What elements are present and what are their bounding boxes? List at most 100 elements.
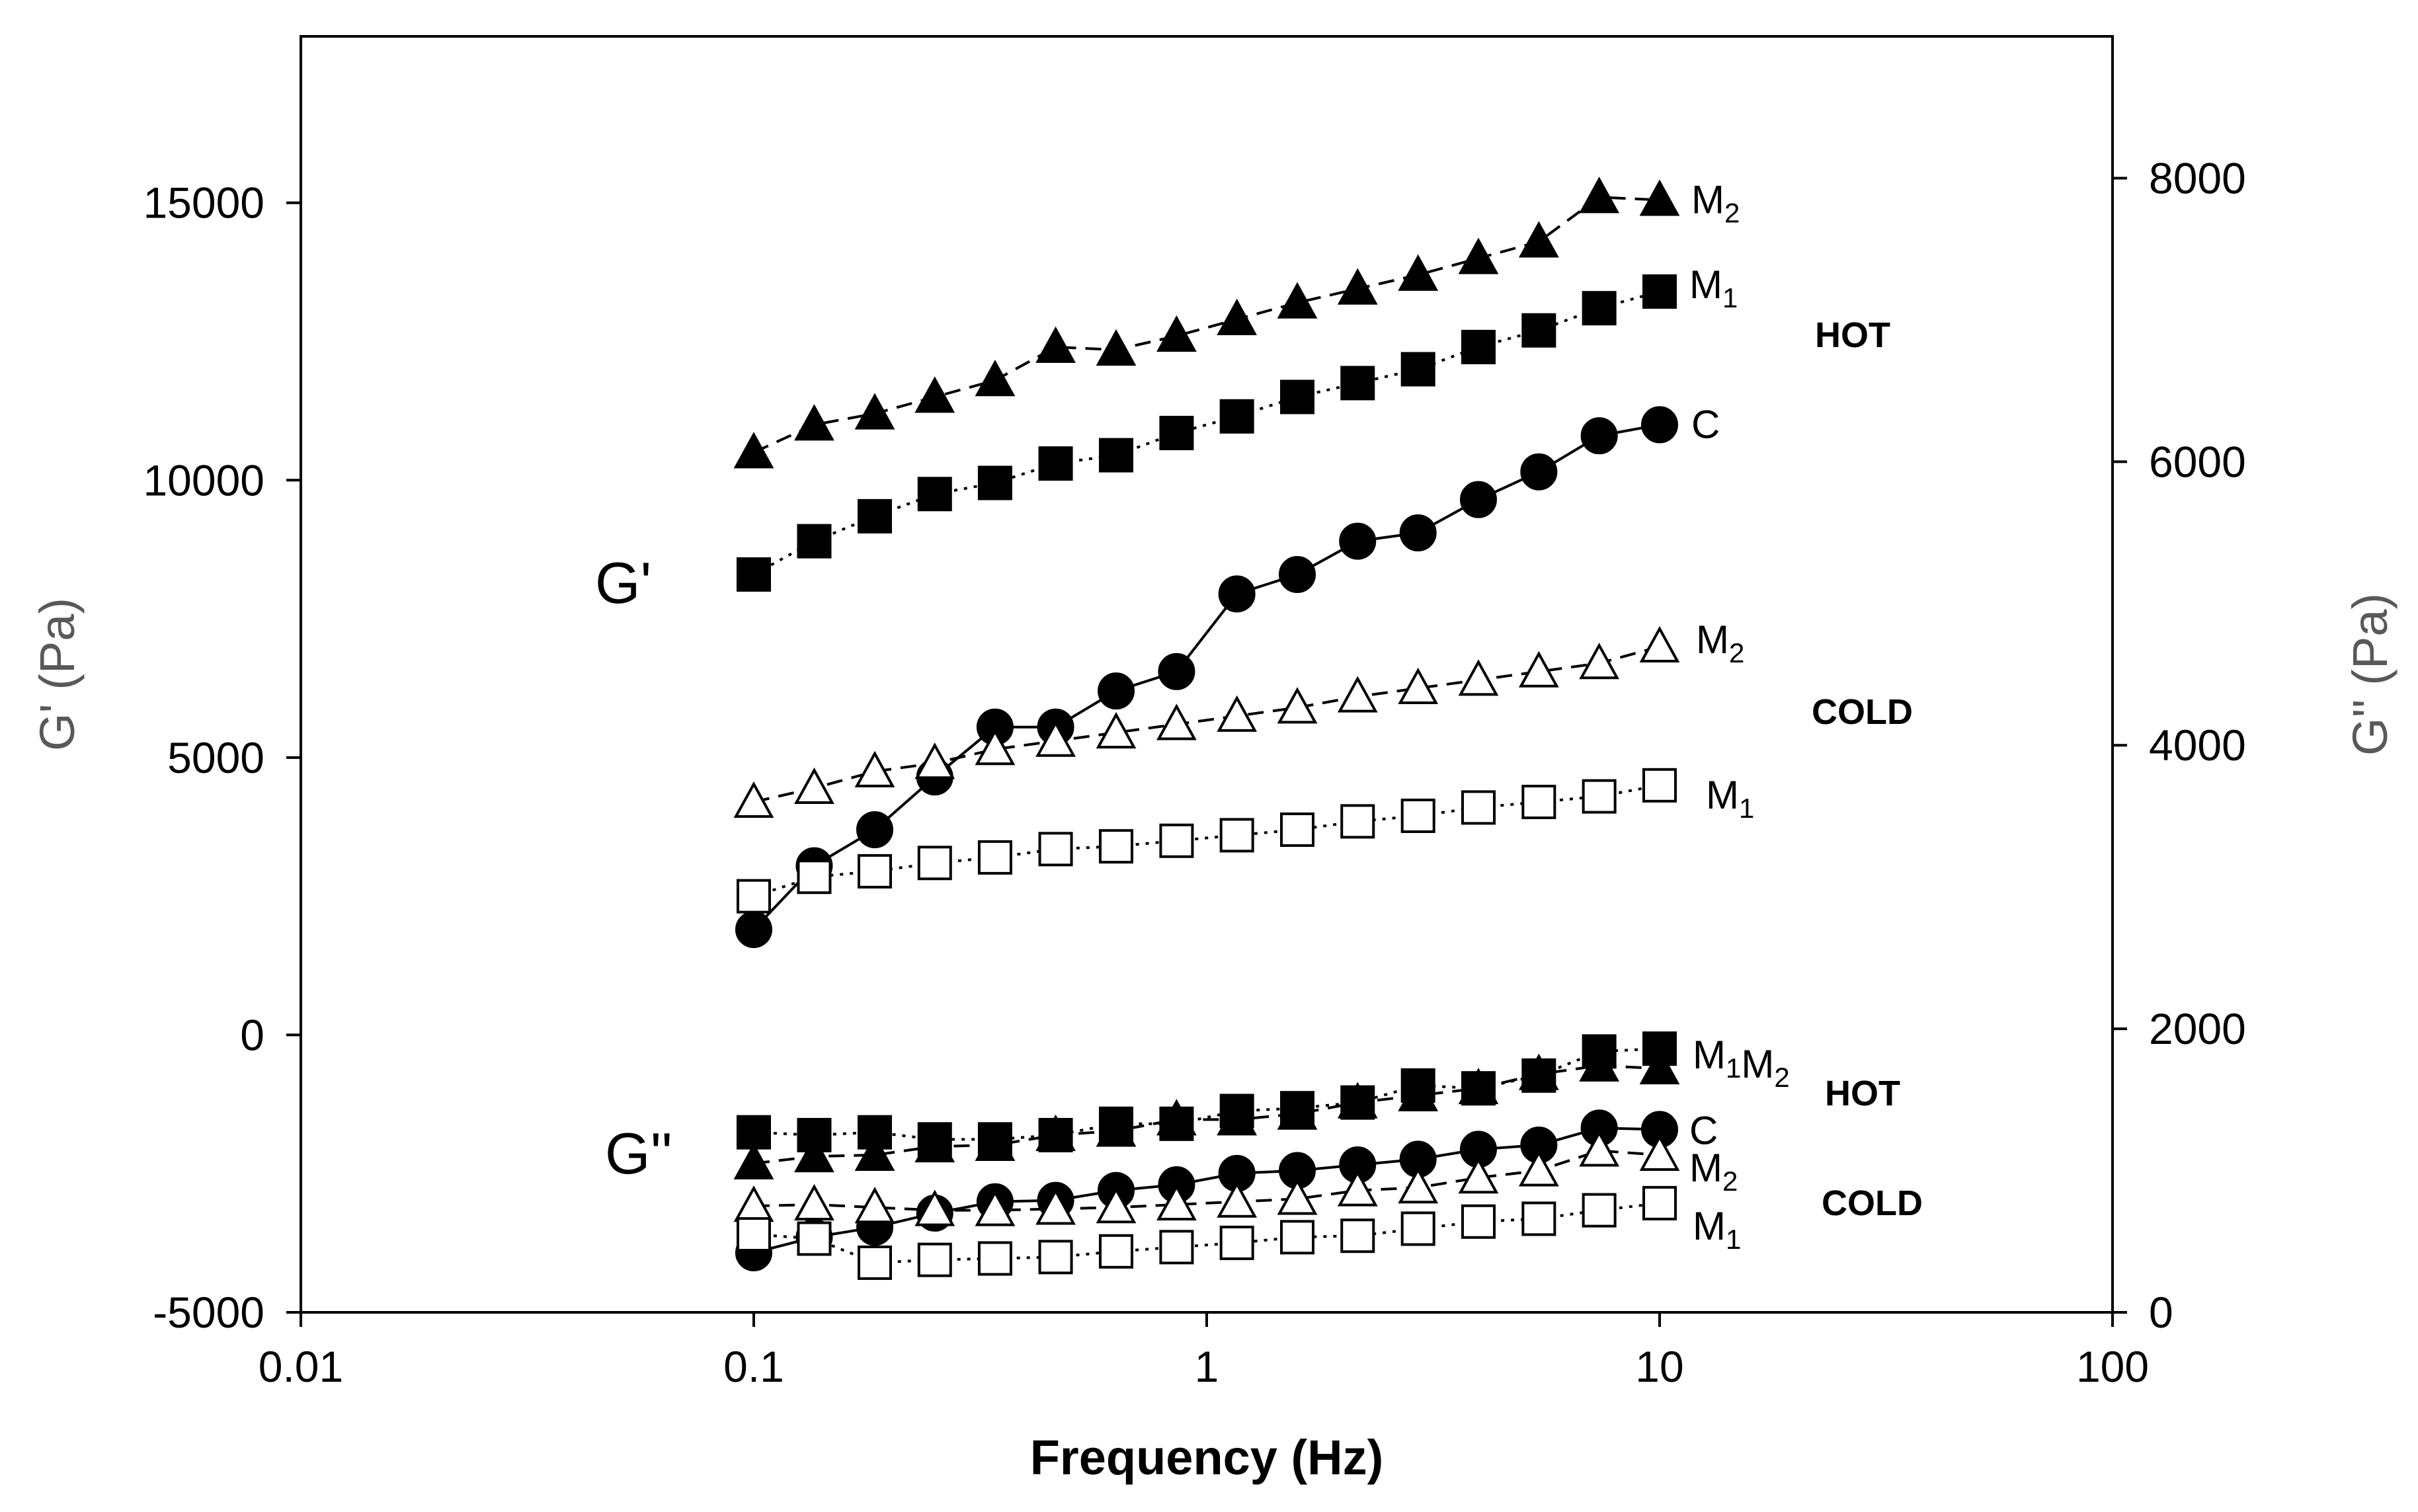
group-label-g-prime: G' (595, 550, 651, 616)
data-point (1521, 785, 1556, 819)
data-point (1218, 575, 1256, 613)
data-point (1159, 415, 1194, 450)
data-point (1398, 1167, 1439, 1204)
data-point (1217, 695, 1258, 732)
data-point (1277, 687, 1318, 724)
data-point (1219, 818, 1254, 853)
y-left-tick-label: 10000 (143, 456, 264, 504)
data-point (1518, 1053, 1559, 1090)
data-point (914, 1189, 955, 1226)
data-point (1400, 798, 1435, 833)
data-point (1458, 659, 1499, 696)
condition-label-cold: COLD (1822, 1183, 1923, 1223)
data-point (975, 1189, 1016, 1226)
group-label-g-double-prime: G'' (605, 1121, 672, 1186)
data-point (975, 360, 1016, 397)
data-point (1038, 446, 1073, 481)
data-point (917, 477, 952, 512)
data-point (1156, 315, 1197, 352)
data-point (1159, 1230, 1194, 1265)
data-point (1099, 438, 1134, 473)
data-point (1096, 711, 1137, 749)
data-point (1280, 812, 1315, 847)
data-point (797, 859, 832, 895)
data-point (1277, 1178, 1318, 1215)
data-point (1217, 1099, 1258, 1136)
series-label: M2 (1689, 1146, 1738, 1197)
x-tick-label: 0.01 (259, 1342, 343, 1391)
data-point (856, 811, 894, 848)
data-point (1639, 179, 1680, 216)
data-point (1579, 1130, 1620, 1167)
data-point (1217, 298, 1258, 335)
series-label: M1 (1706, 773, 1754, 824)
data-point (733, 781, 774, 818)
data-point (854, 1134, 895, 1171)
data-point (1520, 453, 1558, 491)
data-point (977, 840, 1012, 875)
data-point (1337, 676, 1378, 713)
series-line (752, 423, 1660, 931)
data-point (1461, 329, 1496, 364)
data-point (1280, 379, 1315, 415)
data-point (794, 1135, 834, 1173)
data-point (1458, 1157, 1499, 1194)
data-point (1038, 1240, 1073, 1275)
data-point (1158, 653, 1195, 690)
data-point (737, 879, 771, 914)
condition-label-hot: HOT (1825, 1074, 1900, 1113)
data-point (1277, 1093, 1318, 1130)
data-point (977, 465, 1012, 500)
data-point (1035, 1114, 1076, 1151)
data-point (1035, 1188, 1076, 1225)
series-line (753, 1064, 1660, 1165)
data-point (1156, 1099, 1197, 1136)
data-point (1642, 274, 1677, 309)
data-point (1337, 268, 1378, 305)
data-point (1098, 672, 1135, 710)
x-axis-title: Frequency (Hz) (1030, 1430, 1384, 1485)
series-line (753, 290, 1660, 576)
data-point (914, 1125, 955, 1163)
condition-label-hot: HOT (1815, 315, 1890, 355)
series-label: M1 (1689, 262, 1738, 313)
data-point (1337, 1082, 1378, 1119)
data-point (1580, 417, 1618, 455)
data-point (1642, 768, 1677, 803)
data-point (737, 557, 771, 592)
series-line (753, 1047, 1660, 1141)
data-point (1398, 667, 1439, 704)
data-point (858, 854, 893, 889)
data-point (975, 1124, 1016, 1161)
plot-frame (300, 35, 2114, 1314)
data-point (1518, 651, 1559, 688)
series-line (753, 1149, 1660, 1212)
data-point (917, 1242, 952, 1277)
data-point (1521, 313, 1556, 348)
data-point (1399, 514, 1437, 552)
y-right-tick-label: 6000 (2149, 437, 2246, 486)
series-label: C (1689, 1108, 1718, 1152)
y-left-tick-label: 5000 (167, 733, 264, 782)
data-point (1521, 1201, 1556, 1236)
series-line (753, 196, 1660, 454)
data-point (1219, 399, 1254, 434)
data-point (1339, 522, 1377, 560)
data-point (1400, 1211, 1435, 1246)
y-left-tick-label: 15000 (143, 179, 264, 227)
data-point (797, 524, 832, 559)
data-point (1582, 1193, 1617, 1228)
data-point (1099, 829, 1134, 864)
data-point (1639, 625, 1680, 663)
series-line (753, 1127, 1660, 1254)
data-point (794, 1183, 834, 1221)
data-point (914, 742, 955, 779)
data-point (1035, 720, 1076, 757)
x-tick-label: 100 (2076, 1342, 2149, 1391)
data-point (858, 1245, 893, 1280)
data-point (1096, 1110, 1137, 1147)
data-point (1277, 282, 1318, 319)
data-point (1579, 643, 1620, 680)
